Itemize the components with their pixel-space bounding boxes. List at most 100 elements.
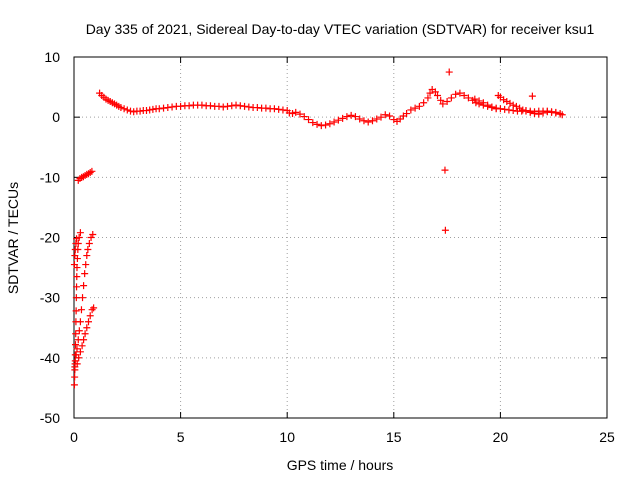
data-point bbox=[279, 106, 287, 114]
data-point bbox=[330, 118, 338, 126]
data-point bbox=[80, 336, 88, 344]
data-point bbox=[434, 92, 442, 100]
data-point bbox=[89, 230, 97, 238]
data-point bbox=[390, 116, 398, 124]
data-point bbox=[206, 102, 214, 110]
data-point bbox=[347, 111, 355, 119]
data-point bbox=[528, 92, 536, 100]
data-point bbox=[232, 101, 240, 109]
data-point bbox=[360, 117, 368, 125]
data-point bbox=[245, 103, 253, 111]
data-point bbox=[198, 101, 206, 109]
data-point bbox=[373, 115, 381, 123]
x-tick-label: 25 bbox=[599, 429, 615, 445]
data-point bbox=[445, 68, 453, 76]
data-point bbox=[253, 104, 261, 112]
data-point bbox=[313, 120, 321, 128]
data-point bbox=[505, 106, 513, 114]
data-point bbox=[552, 109, 560, 117]
data-point bbox=[177, 102, 185, 110]
data-point bbox=[396, 115, 404, 123]
data-point bbox=[168, 103, 176, 111]
data-point bbox=[300, 113, 308, 121]
data-point bbox=[123, 106, 131, 114]
data-point bbox=[501, 105, 509, 113]
data-point bbox=[539, 109, 547, 117]
data-point bbox=[160, 104, 168, 112]
data-point bbox=[84, 318, 92, 326]
data-point bbox=[275, 105, 283, 113]
data-point bbox=[82, 261, 90, 269]
data-point bbox=[368, 117, 376, 125]
data-point bbox=[326, 120, 334, 128]
data-point bbox=[73, 345, 81, 353]
data-point bbox=[285, 109, 293, 117]
data-point bbox=[215, 102, 223, 110]
data-point bbox=[88, 306, 96, 314]
data-point bbox=[83, 324, 91, 332]
data-point bbox=[75, 354, 83, 362]
data-point bbox=[117, 104, 125, 112]
data-point bbox=[437, 96, 445, 104]
data-point bbox=[460, 92, 468, 100]
data-point bbox=[334, 116, 342, 124]
data-point bbox=[84, 246, 92, 254]
data-point bbox=[309, 119, 317, 127]
data-point bbox=[126, 107, 134, 115]
data-point bbox=[548, 108, 556, 116]
y-tick-label: -30 bbox=[40, 290, 60, 306]
data-point bbox=[73, 360, 81, 368]
y-tick-label: -20 bbox=[40, 230, 60, 246]
data-point bbox=[136, 107, 144, 115]
data-point bbox=[492, 104, 500, 112]
data-point bbox=[87, 234, 95, 241]
data-point bbox=[88, 167, 96, 175]
data-point bbox=[339, 114, 347, 122]
x-tick-label: 20 bbox=[493, 429, 509, 445]
data-point bbox=[120, 105, 128, 113]
data-point bbox=[411, 104, 419, 112]
data-point bbox=[415, 102, 423, 110]
x-tick-label: 5 bbox=[177, 429, 185, 445]
data-point bbox=[142, 107, 150, 115]
data-point bbox=[543, 107, 551, 115]
data-point bbox=[420, 99, 428, 107]
data-point bbox=[79, 294, 87, 302]
data-point bbox=[535, 110, 543, 118]
data-point bbox=[407, 106, 415, 114]
data-point bbox=[364, 118, 372, 126]
data-point bbox=[512, 102, 520, 110]
data-point bbox=[452, 90, 460, 98]
chart-title: Day 335 of 2021, Sidereal Day-to-day VTE… bbox=[86, 21, 595, 37]
data-point bbox=[356, 115, 364, 123]
data-point bbox=[90, 304, 98, 312]
data-point bbox=[443, 98, 451, 106]
data-point bbox=[83, 252, 91, 260]
data-point bbox=[317, 122, 325, 130]
data-point bbox=[155, 105, 163, 113]
y-tick-label: 0 bbox=[52, 109, 60, 125]
data-point bbox=[531, 110, 539, 118]
data-point bbox=[351, 113, 359, 121]
data-point bbox=[343, 113, 351, 121]
data-point bbox=[496, 105, 504, 113]
data-point bbox=[71, 246, 79, 254]
data-point bbox=[447, 94, 455, 102]
data-point bbox=[464, 94, 472, 102]
x-tick-label: 10 bbox=[279, 429, 295, 445]
data-point bbox=[86, 312, 94, 320]
x-tick-label: 0 bbox=[70, 429, 78, 445]
data-point bbox=[488, 103, 496, 111]
data-point bbox=[75, 327, 83, 335]
data-point bbox=[149, 105, 157, 113]
data-point bbox=[426, 89, 434, 97]
data-point bbox=[236, 102, 244, 110]
data-point bbox=[403, 110, 411, 118]
data-point bbox=[76, 229, 84, 237]
data-point bbox=[73, 273, 81, 281]
data-point bbox=[479, 99, 487, 107]
data-point bbox=[484, 101, 492, 109]
data-point bbox=[475, 97, 483, 105]
y-tick-label: -50 bbox=[40, 410, 60, 426]
